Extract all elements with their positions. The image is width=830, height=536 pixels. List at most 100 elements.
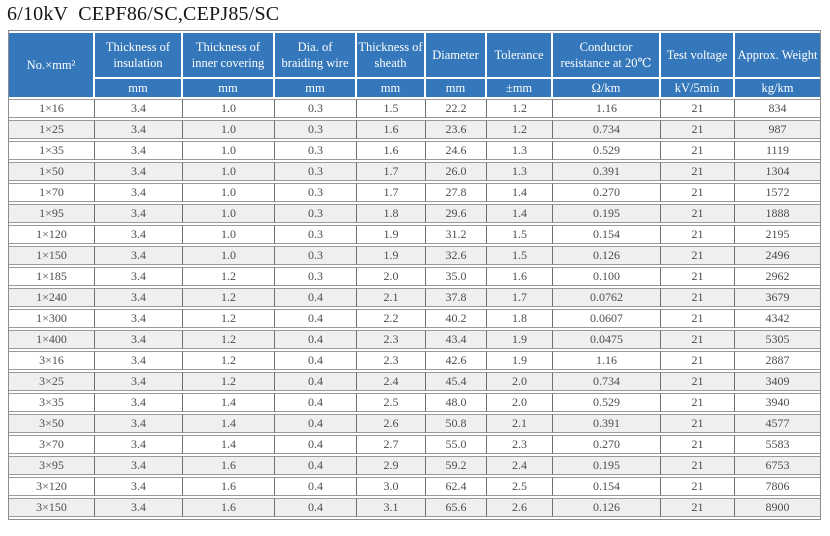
cell-braiding-wire: 0.3 bbox=[275, 225, 357, 245]
cell-inner-covering: 1.0 bbox=[183, 225, 275, 245]
cell-insulation: 3.4 bbox=[95, 141, 183, 161]
unit-cell-braiding-wire: mm bbox=[275, 79, 357, 98]
cell-insulation: 3.4 bbox=[95, 498, 183, 518]
cell-braiding-wire: 0.3 bbox=[275, 99, 357, 119]
cell-sheath: 1.6 bbox=[357, 141, 426, 161]
cell-tolerance: 1.4 bbox=[487, 204, 553, 224]
cell-tolerance: 2.0 bbox=[487, 393, 553, 413]
table-header: No.×mm² Thickness of insulation Thicknes… bbox=[9, 33, 820, 98]
cell-tolerance: 2.0 bbox=[487, 372, 553, 392]
table-row: 3×70 3.4 1.4 0.4 2.7 55.0 2.3 0.270 21 5… bbox=[9, 435, 820, 455]
table-row: 1×400 3.4 1.2 0.4 2.3 43.4 1.9 0.0475 21… bbox=[9, 330, 820, 350]
cell-inner-covering: 1.0 bbox=[183, 183, 275, 203]
cell-test-voltage: 21 bbox=[661, 477, 735, 497]
cell-tolerance: 1.3 bbox=[487, 141, 553, 161]
cell-sheath: 1.6 bbox=[357, 120, 426, 140]
cell-diameter: 50.8 bbox=[426, 414, 487, 434]
cell-sheath: 3.0 bbox=[357, 477, 426, 497]
unit-cell-sheath: mm bbox=[357, 79, 426, 98]
cell-sheath: 2.9 bbox=[357, 456, 426, 476]
cell-test-voltage: 21 bbox=[661, 351, 735, 371]
cell-weight: 7806 bbox=[735, 477, 820, 497]
table-row: 3×16 3.4 1.2 0.4 2.3 42.6 1.9 1.16 21 28… bbox=[9, 351, 820, 371]
cell-test-voltage: 21 bbox=[661, 393, 735, 413]
cell-size: 3×70 bbox=[9, 435, 95, 455]
table-row: 1×35 3.4 1.0 0.3 1.6 24.6 1.3 0.529 21 1… bbox=[9, 141, 820, 161]
cell-braiding-wire: 0.4 bbox=[275, 414, 357, 434]
cell-weight: 8900 bbox=[735, 498, 820, 518]
unit-cell-insulation: mm bbox=[95, 79, 183, 98]
cell-weight: 4342 bbox=[735, 309, 820, 329]
cell-weight: 2496 bbox=[735, 246, 820, 266]
cell-sheath: 2.1 bbox=[357, 288, 426, 308]
table-body: 1×16 3.4 1.0 0.3 1.5 22.2 1.2 1.16 21 83… bbox=[9, 99, 820, 518]
cell-resistance: 0.270 bbox=[553, 435, 661, 455]
cell-diameter: 43.4 bbox=[426, 330, 487, 350]
header-label-row: No.×mm² Thickness of insulation Thicknes… bbox=[9, 33, 820, 98]
cell-insulation: 3.4 bbox=[95, 204, 183, 224]
unit-cell-tolerance: ±mm bbox=[487, 79, 553, 98]
cell-test-voltage: 21 bbox=[661, 183, 735, 203]
cell-test-voltage: 21 bbox=[661, 120, 735, 140]
cell-test-voltage: 21 bbox=[661, 141, 735, 161]
table-row: 1×185 3.4 1.2 0.3 2.0 35.0 1.6 0.100 21 … bbox=[9, 267, 820, 287]
table-row: 1×16 3.4 1.0 0.3 1.5 22.2 1.2 1.16 21 83… bbox=[9, 99, 820, 119]
cell-sheath: 1.7 bbox=[357, 162, 426, 182]
cell-sheath: 2.2 bbox=[357, 309, 426, 329]
cell-braiding-wire: 0.4 bbox=[275, 351, 357, 371]
cell-diameter: 35.0 bbox=[426, 267, 487, 287]
table-row: 1×240 3.4 1.2 0.4 2.1 37.8 1.7 0.0762 21… bbox=[9, 288, 820, 308]
cell-insulation: 3.4 bbox=[95, 330, 183, 350]
cell-weight: 2195 bbox=[735, 225, 820, 245]
cell-diameter: 23.6 bbox=[426, 120, 487, 140]
cell-size: 1×25 bbox=[9, 120, 95, 140]
cell-sheath: 2.6 bbox=[357, 414, 426, 434]
cell-test-voltage: 21 bbox=[661, 456, 735, 476]
cell-resistance: 0.391 bbox=[553, 414, 661, 434]
cell-test-voltage: 21 bbox=[661, 204, 735, 224]
cell-sheath: 2.0 bbox=[357, 267, 426, 287]
header-cell-test-voltage: Test voltage bbox=[661, 33, 735, 77]
cell-size: 3×25 bbox=[9, 372, 95, 392]
cell-inner-covering: 1.0 bbox=[183, 246, 275, 266]
cell-insulation: 3.4 bbox=[95, 372, 183, 392]
header-cell-size: No.×mm² bbox=[9, 33, 95, 98]
cell-sheath: 2.3 bbox=[357, 330, 426, 350]
cell-diameter: 26.0 bbox=[426, 162, 487, 182]
cell-tolerance: 2.4 bbox=[487, 456, 553, 476]
cell-braiding-wire: 0.4 bbox=[275, 372, 357, 392]
cell-inner-covering: 1.0 bbox=[183, 99, 275, 119]
cell-weight: 2887 bbox=[735, 351, 820, 371]
cell-braiding-wire: 0.4 bbox=[275, 456, 357, 476]
cell-weight: 5583 bbox=[735, 435, 820, 455]
cell-braiding-wire: 0.3 bbox=[275, 120, 357, 140]
cell-diameter: 45.4 bbox=[426, 372, 487, 392]
cell-inner-covering: 1.4 bbox=[183, 393, 275, 413]
cell-diameter: 31.2 bbox=[426, 225, 487, 245]
cell-size: 3×120 bbox=[9, 477, 95, 497]
cell-sheath: 3.1 bbox=[357, 498, 426, 518]
cell-tolerance: 1.8 bbox=[487, 309, 553, 329]
cell-insulation: 3.4 bbox=[95, 99, 183, 119]
cell-resistance: 0.391 bbox=[553, 162, 661, 182]
cell-weight: 3940 bbox=[735, 393, 820, 413]
cell-sheath: 1.8 bbox=[357, 204, 426, 224]
cell-diameter: 29.6 bbox=[426, 204, 487, 224]
cell-insulation: 3.4 bbox=[95, 246, 183, 266]
cell-inner-covering: 1.2 bbox=[183, 288, 275, 308]
unit-cell-test-voltage: kV/5min bbox=[661, 79, 735, 98]
table-row: 1×95 3.4 1.0 0.3 1.8 29.6 1.4 0.195 21 1… bbox=[9, 204, 820, 224]
cell-weight: 2962 bbox=[735, 267, 820, 287]
cell-sheath: 1.5 bbox=[357, 99, 426, 119]
header-cell-sheath: Thickness of sheath bbox=[357, 33, 426, 77]
cell-insulation: 3.4 bbox=[95, 456, 183, 476]
cell-inner-covering: 1.0 bbox=[183, 204, 275, 224]
cell-inner-covering: 1.2 bbox=[183, 330, 275, 350]
cell-weight: 987 bbox=[735, 120, 820, 140]
cell-braiding-wire: 0.4 bbox=[275, 330, 357, 350]
table-row: 3×35 3.4 1.4 0.4 2.5 48.0 2.0 0.529 21 3… bbox=[9, 393, 820, 413]
cell-size: 1×95 bbox=[9, 204, 95, 224]
cell-weight: 1304 bbox=[735, 162, 820, 182]
header-cell-weight: Approx. Weight bbox=[735, 33, 820, 77]
cell-braiding-wire: 0.3 bbox=[275, 246, 357, 266]
